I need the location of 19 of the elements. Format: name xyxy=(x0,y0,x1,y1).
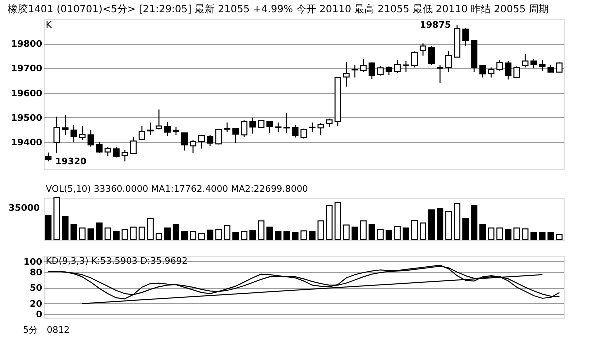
y-tick-label: 100 xyxy=(24,258,42,268)
y-tick-label: 20 xyxy=(30,300,42,310)
annotation: 19320 xyxy=(55,158,87,168)
text: VOL(5,10) 33360.0000 MA1:17762.4000 MA2:22699.8000 xyxy=(46,185,309,195)
y-tick-label: 50 xyxy=(30,284,42,294)
y-tick-label: 19800 xyxy=(11,40,42,50)
chart-title: 橡胶1401 (010701)<5分> [21:29:05] 最新 21055 +4.99% 今开 20110 最高 21055 最低 20110 昨结 20055 周期 xyxy=(8,4,550,16)
text: 0812 xyxy=(47,326,70,336)
text: 35000 xyxy=(8,204,40,214)
annotation: KD(9,3,3) K:53.5903 D:35.9692 xyxy=(46,257,188,267)
y-tick-label: 19500 xyxy=(11,114,42,124)
annotation: 19875 xyxy=(420,21,452,32)
y-tick-label: 0 xyxy=(36,310,42,320)
annotation: K xyxy=(46,21,53,31)
y-tick-label: 19400 xyxy=(11,138,42,148)
y-tick-label: 80 xyxy=(30,268,42,278)
text: 5分 xyxy=(23,325,38,336)
y-tick-label: 19600 xyxy=(11,89,42,100)
y-tick-label: 19700 xyxy=(11,64,42,75)
